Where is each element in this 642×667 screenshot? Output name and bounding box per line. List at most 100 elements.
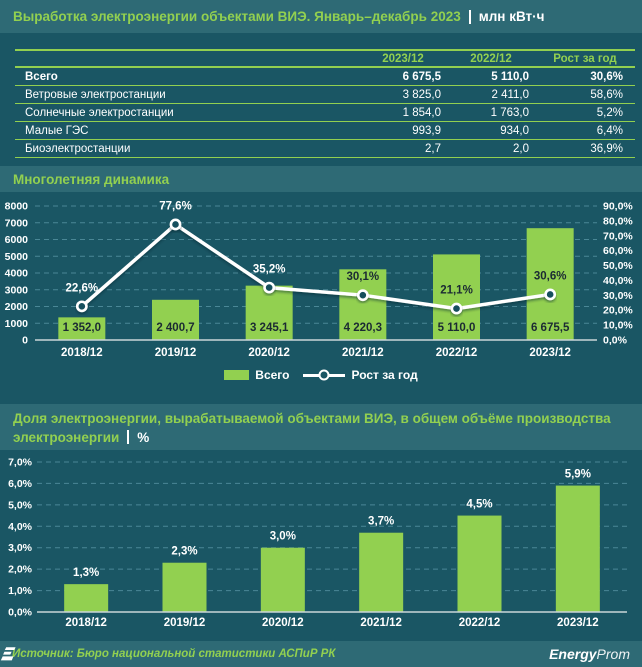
y-left-tick-label: 5000	[5, 251, 29, 263]
growth-pct-label: 21,1%	[440, 285, 473, 297]
y-tick-label: 2,0%	[8, 564, 33, 576]
bar-value-label: 3,0%	[270, 531, 296, 543]
logo-text: EnergyProm	[549, 646, 630, 662]
row-growth: 30,6%	[590, 70, 623, 83]
bar-value-label: 5,9%	[565, 469, 591, 481]
bar	[58, 317, 106, 340]
share-section-unit: %	[137, 430, 150, 445]
bar	[526, 228, 574, 340]
table-header-row: 2023/12 2022/12 Рост за год	[15, 49, 635, 68]
dynamics-section-title: Многолетняя динамика	[13, 171, 170, 187]
x-tick-label: 2019/12	[164, 617, 206, 629]
page-unit: млн кВт·ч	[478, 9, 545, 24]
x-tick-label: 2022/12	[459, 617, 501, 629]
bar	[152, 299, 199, 340]
y-tick-label: 4,0%	[8, 521, 33, 533]
line-series	[80, 222, 552, 311]
bar	[359, 532, 404, 612]
x-tick-label: 2019/12	[155, 347, 197, 359]
table-row: Малые ГЭС 993,9 934,0 6,4%	[15, 122, 635, 140]
y-tick-label: 0,0%	[8, 607, 33, 619]
growth-pct-label: 30,6%	[534, 270, 567, 282]
header-band: Выработка электроэнергии объектами ВИЭ. …	[0, 0, 642, 33]
y-left-tick-label: 7000	[5, 217, 29, 229]
line-marker	[169, 218, 182, 231]
share-bar-chart: 0,0% 1,0% 2,0% 3,0% 4,0% 5,0% 6,0% 7,0% 1,3% 2018…	[8, 457, 627, 629]
y-right-tick-label: 50,0%	[603, 260, 633, 272]
bar	[260, 547, 305, 612]
y-right-tick-label: 10,0%	[603, 320, 633, 332]
bar	[245, 285, 293, 340]
y-left-tick-label: 6000	[5, 234, 29, 246]
row-value-2022: 2,0	[513, 142, 529, 155]
x-tick-label: 2023/12	[557, 617, 599, 629]
x-tick-label: 2020/12	[262, 617, 304, 629]
line-marker	[263, 281, 276, 294]
x-tick-label: 2021/12	[342, 347, 384, 359]
y-tick-label: 1,0%	[8, 585, 33, 597]
x-tick-label: 2023/12	[529, 347, 571, 359]
bar-value-label: 4,5%	[466, 499, 492, 511]
y-right-tick-label: 90,0%	[603, 201, 633, 213]
bar-value-label: 4 220,3	[344, 322, 382, 334]
row-label: Солнечные электростанции	[25, 106, 174, 119]
col-header-2023: 2023/12	[382, 52, 424, 65]
row-label: Биоэлектростанции	[25, 142, 131, 155]
x-tick-label: 2021/12	[360, 617, 402, 629]
y-tick-label: 5,0%	[8, 499, 33, 511]
bar-value-label: 3,7%	[368, 516, 394, 528]
x-tick-label: 2020/12	[248, 347, 290, 359]
row-value-2022: 934,0	[500, 124, 529, 137]
bar-value-label: 1 352,0	[63, 322, 101, 334]
row-growth: 6,4%	[596, 124, 623, 137]
row-value-2022: 2 411,0	[491, 88, 529, 101]
y-left-tick-label: 1000	[5, 318, 29, 330]
line-marker	[544, 288, 557, 301]
bar-value-label: 5 110,0	[438, 322, 476, 334]
y-right-tick-label: 20,0%	[603, 305, 633, 317]
chart-legend: Всего Рост за год	[0, 366, 642, 384]
share-section-band: Доля электроэнергии, вырабатываемой объе…	[0, 404, 642, 450]
legend-line-swatch-icon	[303, 369, 346, 381]
page-title: Выработка электроэнергии объектами ВИЭ. …	[13, 9, 461, 24]
energyprom-icon	[0, 647, 16, 661]
row-value-2023: 993,9	[412, 124, 441, 137]
col-header-growth: Рост за год	[553, 52, 617, 65]
row-value-2023: 1 854,0	[402, 106, 441, 119]
y-left-tick-label: 8000	[5, 201, 29, 213]
growth-pct-label: 77,6%	[159, 200, 192, 212]
row-label: Ветровые электростанции	[25, 88, 166, 101]
growth-pct-label: 35,2%	[253, 264, 286, 276]
footer-band: Источник: Бюро национальной статистики А…	[0, 641, 642, 667]
title-separator	[468, 9, 471, 24]
y-tick-label: 3,0%	[8, 542, 33, 554]
x-tick-label: 2018/12	[65, 617, 107, 629]
y-right-tick-label: 70,0%	[603, 230, 633, 242]
row-value-2022: 1 763,0	[490, 106, 529, 119]
legend-item-bar: Всего	[224, 368, 289, 382]
table-row: Ветровые электростанции 3 825,0 2 411,0 …	[15, 86, 635, 104]
y-left-tick-label: 4000	[5, 268, 29, 280]
growth-pct-label: 30,1%	[347, 271, 380, 283]
share-title-separator	[127, 430, 130, 444]
row-value-2023: 6 675,5	[402, 70, 441, 83]
summary-table: 2023/12 2022/12 Рост за год Всего 6 675,…	[15, 49, 635, 158]
source-text: Источник: Бюро национальной статистики А…	[12, 648, 336, 660]
y-right-tick-label: 0,0%	[603, 335, 628, 347]
row-value-2022: 5 110,0	[491, 70, 529, 83]
share-section-title: Доля электроэнергии, вырабатываемой объе…	[13, 411, 611, 445]
line-marker	[75, 300, 88, 313]
y-right-tick-label: 30,0%	[603, 290, 633, 302]
bar-value-label: 6 675,5	[531, 322, 570, 334]
row-growth: 5,2%	[596, 106, 623, 119]
combo-chart: 0 1000 2000 3000 4000 5000 6000 7000 8000 0,0% 10,…	[5, 200, 634, 359]
row-growth: 58,6%	[590, 88, 623, 101]
y-left-tick-label: 3000	[5, 284, 29, 296]
bar-value-label: 3 245,1	[250, 322, 289, 334]
legend-line-label: Рост за год	[351, 368, 418, 382]
legend-bar-label: Всего	[255, 368, 290, 382]
bar	[457, 515, 502, 612]
bar	[162, 562, 207, 612]
bar	[339, 269, 387, 340]
